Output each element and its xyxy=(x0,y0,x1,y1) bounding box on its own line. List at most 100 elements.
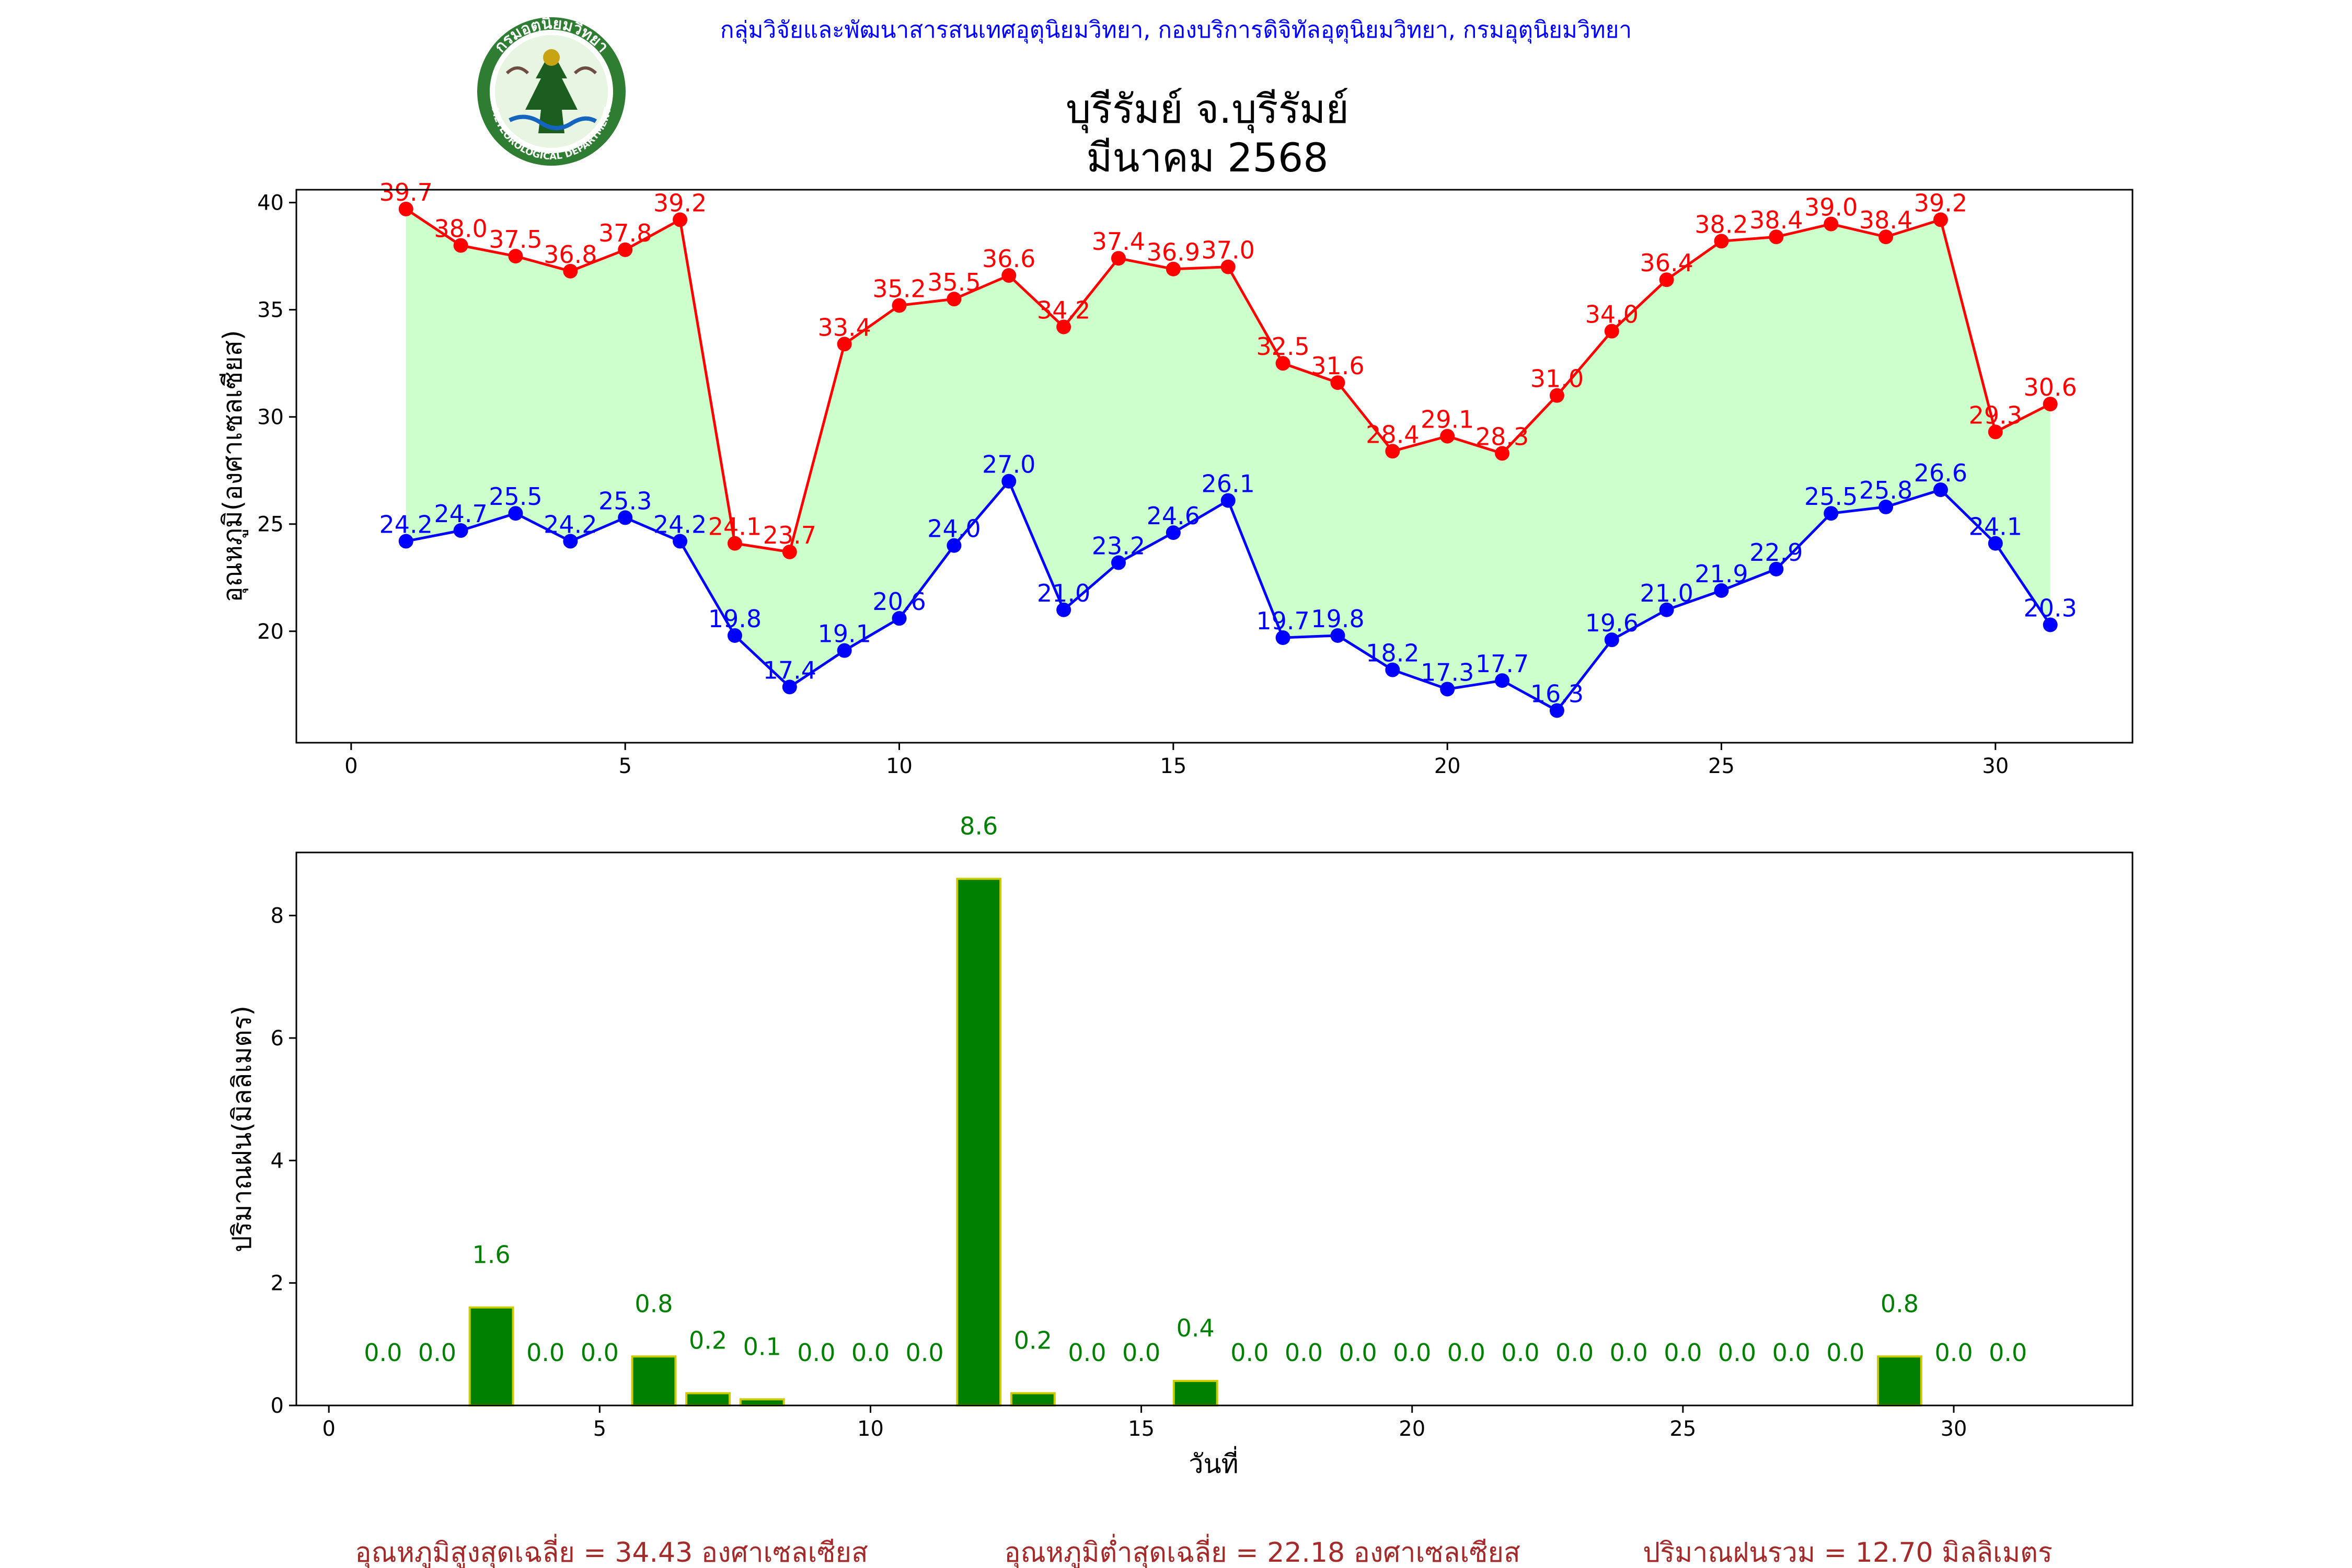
max-temperature-label: 34.2 xyxy=(1037,296,1090,324)
rainfall-bar xyxy=(739,1398,785,1406)
max-temperature-point xyxy=(1056,319,1071,335)
min-temperature-label: 17.7 xyxy=(1475,650,1529,678)
rainfall-y-tick-label: 6 xyxy=(271,1027,284,1051)
max-temperature-point xyxy=(1878,229,1894,245)
min-temperature-label: 24.2 xyxy=(544,511,597,539)
min-temperature-label: 17.3 xyxy=(1421,658,1474,686)
max-temperature-point xyxy=(1111,251,1126,266)
rainfall-bar-label: 0.0 xyxy=(1826,1339,1864,1367)
max-temperature-label: 37.5 xyxy=(489,225,542,253)
rainfall-bar-label: 0.0 xyxy=(1555,1339,1594,1367)
rainfall-bar-label: 0.0 xyxy=(1068,1339,1106,1367)
min-temperature-point xyxy=(1385,662,1400,677)
max-temperature-label: 37.4 xyxy=(1092,227,1145,256)
rainfall-bar xyxy=(1172,1380,1218,1407)
rainfall-bar xyxy=(685,1392,731,1406)
rainfall-bar xyxy=(631,1355,677,1407)
min-temperature-point xyxy=(563,534,578,549)
min-temperature-point xyxy=(1878,499,1894,514)
min-temperature-point xyxy=(1440,682,1455,697)
rainfall-y-tick-label: 0 xyxy=(271,1394,284,1418)
tmd-logo: กรมอุตุนิยมวิทยา METEOROLOGICAL DEPARTME… xyxy=(477,15,626,166)
max-temperature-point xyxy=(1495,446,1510,461)
min-temperature-label: 23.2 xyxy=(1092,532,1145,560)
max-temperature-label: 35.5 xyxy=(927,268,981,296)
cloud-right-icon xyxy=(573,66,597,75)
temperature-x-tick-label: 10 xyxy=(886,754,913,778)
max-temperature-point xyxy=(892,298,907,313)
min-temperature-point xyxy=(837,643,852,658)
cloud-left-icon xyxy=(505,66,529,75)
temperature-x-tick-label: 0 xyxy=(344,754,358,778)
max-temperature-point xyxy=(1769,229,1784,245)
max-temperature-point xyxy=(837,337,852,352)
min-temperature-label: 19.7 xyxy=(1256,607,1309,635)
min-temperature-label: 21.9 xyxy=(1694,560,1748,588)
temperature-range-area xyxy=(406,209,2050,711)
rainfall-bar-label: 0.2 xyxy=(1014,1327,1052,1355)
min-temperature-point xyxy=(508,506,523,521)
rainfall-bar-label: 0.2 xyxy=(689,1327,727,1355)
min-temperature-point xyxy=(1549,703,1564,718)
rainfall-bar-label: 0.0 xyxy=(1393,1339,1431,1367)
temperature-y-tick-label: 35 xyxy=(257,298,284,322)
min-temperature-label: 19.8 xyxy=(708,605,762,633)
max-temperature-point xyxy=(1385,444,1400,459)
max-temperature-label: 36.8 xyxy=(544,240,597,269)
rainfall-bar-label: 0.0 xyxy=(906,1339,944,1367)
rainfall-x-ticks: 0 5 10 15 20 25 30 xyxy=(322,1405,1967,1441)
min-temperature-label: 26.1 xyxy=(1202,470,1255,498)
max-temperature-label: 36.6 xyxy=(982,245,1035,273)
min-temperature-label: 19.1 xyxy=(817,620,871,648)
rainfall-y-label: ปริมาณฝน(มิลลิเมตร) xyxy=(227,1006,257,1252)
rainfall-bar-label: 0.0 xyxy=(526,1339,564,1367)
min-temperature-point xyxy=(398,534,413,549)
temperature-x-ticks: 0 5 10 15 20 25 30 xyxy=(344,743,2009,778)
rainfall-bar-label: 0.0 xyxy=(1230,1339,1269,1367)
temperature-y-ticks: 20 25 30 35 40 xyxy=(257,191,296,644)
max-temperature-point xyxy=(1275,356,1290,371)
rainfall-bar-label: 0.0 xyxy=(1285,1339,1323,1367)
min-temperature-label: 24.2 xyxy=(653,511,707,539)
rainfall-bar-label: 0.0 xyxy=(1718,1339,1756,1367)
max-temperature-label: 31.6 xyxy=(1311,352,1364,380)
rainfall-y-tick-label: 2 xyxy=(271,1272,284,1296)
min-temperature-label: 25.3 xyxy=(598,487,652,515)
max-temperature-label: 28.3 xyxy=(1475,422,1529,451)
max-temperature-point xyxy=(1933,212,1948,227)
min-temperature-point xyxy=(673,534,688,549)
min-temperature-label: 21.0 xyxy=(1037,579,1090,607)
min-temperature-point xyxy=(453,523,468,538)
max-temperature-point xyxy=(398,201,413,216)
max-temperature-point xyxy=(618,242,633,257)
max-temperature-label: 24.1 xyxy=(708,513,762,541)
max-temperature-label: 30.6 xyxy=(2023,373,2077,401)
min-temperature-point xyxy=(1330,628,1345,643)
min-temperature-point xyxy=(1220,493,1236,508)
rainfall-bar-label: 0.0 xyxy=(581,1339,619,1367)
rainfall-bar xyxy=(956,878,1002,1406)
min-temperature-point xyxy=(1495,673,1510,688)
rainfall-axes-frame xyxy=(295,851,2134,1406)
temperature-y-label: อุณหภูมิ(องศาเซลเซียส) xyxy=(217,330,248,602)
rainfall-bar-label: 0.0 xyxy=(1339,1339,1377,1367)
min-temperature-point xyxy=(1166,525,1181,540)
max-temperature-label: 39.0 xyxy=(1804,193,1858,222)
rainfall-y-tick-label: 4 xyxy=(271,1149,284,1173)
temperature-panel: 39.738.0 37.536.837.839.224.1 23.733.435.2… xyxy=(217,178,2134,778)
rainfall-x-tick-label: 25 xyxy=(1669,1417,1696,1441)
min-temperature-label: 24.7 xyxy=(434,500,487,528)
max-temperature-label: 38.0 xyxy=(434,215,487,243)
min-temperature-point xyxy=(1824,506,1839,521)
max-temperature-label: 37.8 xyxy=(598,219,652,247)
rainfall-bar-label: 0.4 xyxy=(1177,1314,1215,1342)
min-temperature-label: 18.2 xyxy=(1366,639,1419,667)
rainfall-bar-label: 0.8 xyxy=(1881,1289,1919,1318)
rainfall-bar-label: 0.0 xyxy=(418,1339,456,1367)
min-temperature-point xyxy=(1659,602,1674,617)
max-temperature-label: 39.7 xyxy=(379,178,433,206)
temperature-x-tick-label: 20 xyxy=(1434,754,1461,778)
min-temperature-point xyxy=(1714,583,1729,598)
temperature-y-tick-label: 20 xyxy=(257,620,284,644)
